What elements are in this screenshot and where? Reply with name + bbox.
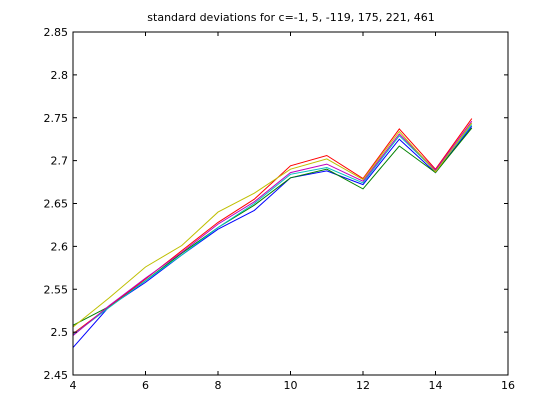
y-axis: 2.45 2.5 2.55 2.6 2.65 2.7 2.75 2.8 2.85: [44, 26, 508, 382]
x-tick-label: 14: [429, 379, 443, 392]
chart-title: standard deviations for c=-1, 5, -119, 1…: [147, 11, 434, 24]
x-tick-label: 16: [501, 379, 515, 392]
x-tick-label: 10: [284, 379, 298, 392]
y-tick-label: 2.8: [51, 69, 69, 82]
x-axis: 4 6 8 10 12 14 16: [70, 32, 515, 392]
x-tick-label: 6: [142, 379, 149, 392]
y-tick-label: 2.85: [44, 26, 69, 39]
series-layer: [72, 118, 473, 348]
y-tick-label: 2.75: [44, 112, 69, 125]
series-line-5: [72, 120, 473, 336]
series-line-1: [72, 125, 473, 348]
y-tick-label: 2.55: [44, 283, 69, 296]
plot-frame: [72, 31, 509, 376]
y-tick-label: 2.45: [44, 369, 69, 382]
y-tick-label: 2.7: [51, 155, 69, 168]
series-line-3: [72, 118, 473, 335]
series-line-6: [72, 122, 473, 328]
y-tick-label: 2.6: [51, 240, 69, 253]
x-tick-label: 8: [215, 379, 222, 392]
x-tick-label: 12: [356, 379, 370, 392]
series-line-2: [72, 127, 473, 326]
x-tick-label: 4: [70, 379, 77, 392]
y-tick-label: 2.65: [44, 198, 69, 211]
y-tick-label: 2.5: [51, 326, 69, 339]
series-line-4: [72, 124, 473, 336]
